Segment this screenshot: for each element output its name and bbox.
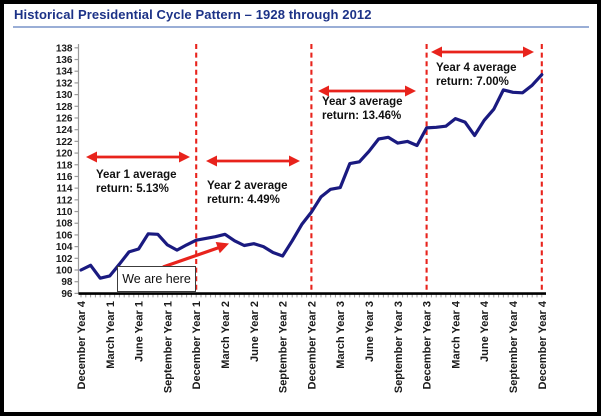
x-tick-label: September Year 3 [393, 301, 405, 393]
chart-generated-under: 9698100102104106108110112114116118120122… [56, 43, 549, 393]
title-underline [13, 26, 589, 28]
we-are-here-box: We are here [117, 266, 196, 292]
year2-annotation-line2: return: 4.49% [207, 194, 280, 206]
y-tick-label: 138 [56, 43, 73, 54]
year4-annotation-line2: return: 7.00% [436, 76, 509, 88]
x-tick-label: December Year 3 [422, 301, 434, 389]
year3-annotation-line1: Year 3 average [322, 96, 403, 108]
year4-span-arrow-right-head [523, 46, 534, 58]
x-tick-label: September Year 1 [162, 301, 174, 393]
year3-span-arrow-left-head [318, 85, 329, 97]
y-tick-label: 112 [56, 195, 73, 206]
x-tick-label: December Year 2 [306, 301, 318, 389]
x-tick-label: March Year 4 [450, 300, 462, 369]
year4-span-arrow-left-head [431, 46, 442, 58]
year1-annotation-line2: return: 5.13% [96, 183, 169, 195]
y-tick-label: 134 [56, 67, 73, 78]
y-tick-label: 132 [56, 78, 73, 89]
y-tick-label: 108 [56, 219, 73, 230]
x-tick-label: March Year 3 [335, 301, 347, 369]
x-tick-label: June Year 4 [479, 300, 491, 362]
y-tick-label: 114 [56, 184, 73, 195]
x-tick-label: December Year 1 [191, 301, 203, 389]
y-tick-label: 124 [56, 125, 73, 136]
year1-annotation-line1: Year 1 average [96, 169, 177, 181]
y-tick-label: 122 [56, 137, 73, 148]
y-tick-label: 128 [56, 102, 73, 113]
year2-annotation-line1: Year 2 average [207, 180, 288, 192]
y-tick-label: 104 [56, 242, 73, 253]
year1-span-arrow-left-head [86, 151, 97, 163]
y-tick-label: 136 [56, 55, 73, 66]
year4-annotation-line1: Year 4 average [436, 62, 517, 74]
y-tick-label: 96 [61, 289, 73, 300]
page-title: Historical Presidential Cycle Pattern – … [14, 7, 372, 22]
y-tick-label: 98 [61, 277, 73, 288]
year2-annotation: Year 2 average return: 4.49% [207, 180, 288, 206]
year3-annotation-line2: return: 13.46% [322, 110, 401, 122]
x-tick-label: December Year 4 [76, 300, 88, 389]
x-tick-label: September Year 2 [278, 301, 290, 393]
x-tick-label: March Year 1 [105, 301, 117, 369]
y-tick-label: 106 [56, 230, 73, 241]
x-tick-label: December Year 4 [537, 300, 549, 389]
x-tick-label: June Year 3 [364, 301, 376, 362]
y-tick-label: 102 [56, 254, 73, 265]
year2-span-arrow-left-head [206, 155, 217, 167]
x-tick-label: March Year 2 [220, 301, 232, 369]
year3-span-arrow-right-head [405, 85, 416, 97]
year4-annotation: Year 4 average return: 7.00% [436, 62, 517, 88]
y-tick-label: 126 [56, 113, 73, 124]
year3-annotation: Year 3 average return: 13.46% [322, 96, 403, 122]
y-tick-label: 110 [56, 207, 73, 218]
year2-span-arrow-right-head [289, 155, 300, 167]
y-tick-label: 116 [56, 172, 73, 183]
x-tick-label: June Year 2 [249, 301, 261, 362]
y-tick-label: 100 [56, 266, 73, 277]
y-tick-label: 120 [56, 149, 73, 160]
x-tick-label: June Year 1 [134, 301, 146, 362]
we-are-here-arrow-head [215, 241, 229, 254]
y-tick-label: 130 [56, 90, 73, 101]
chart-generated-over [86, 46, 534, 269]
we-are-here-arrow-shaft [162, 244, 223, 269]
cycle-average-line [79, 73, 544, 280]
x-tick-label: September Year 4 [508, 300, 520, 393]
year1-annotation: Year 1 average return: 5.13% [96, 169, 177, 195]
y-tick-label: 118 [56, 160, 73, 171]
year1-span-arrow-right-head [179, 151, 190, 163]
